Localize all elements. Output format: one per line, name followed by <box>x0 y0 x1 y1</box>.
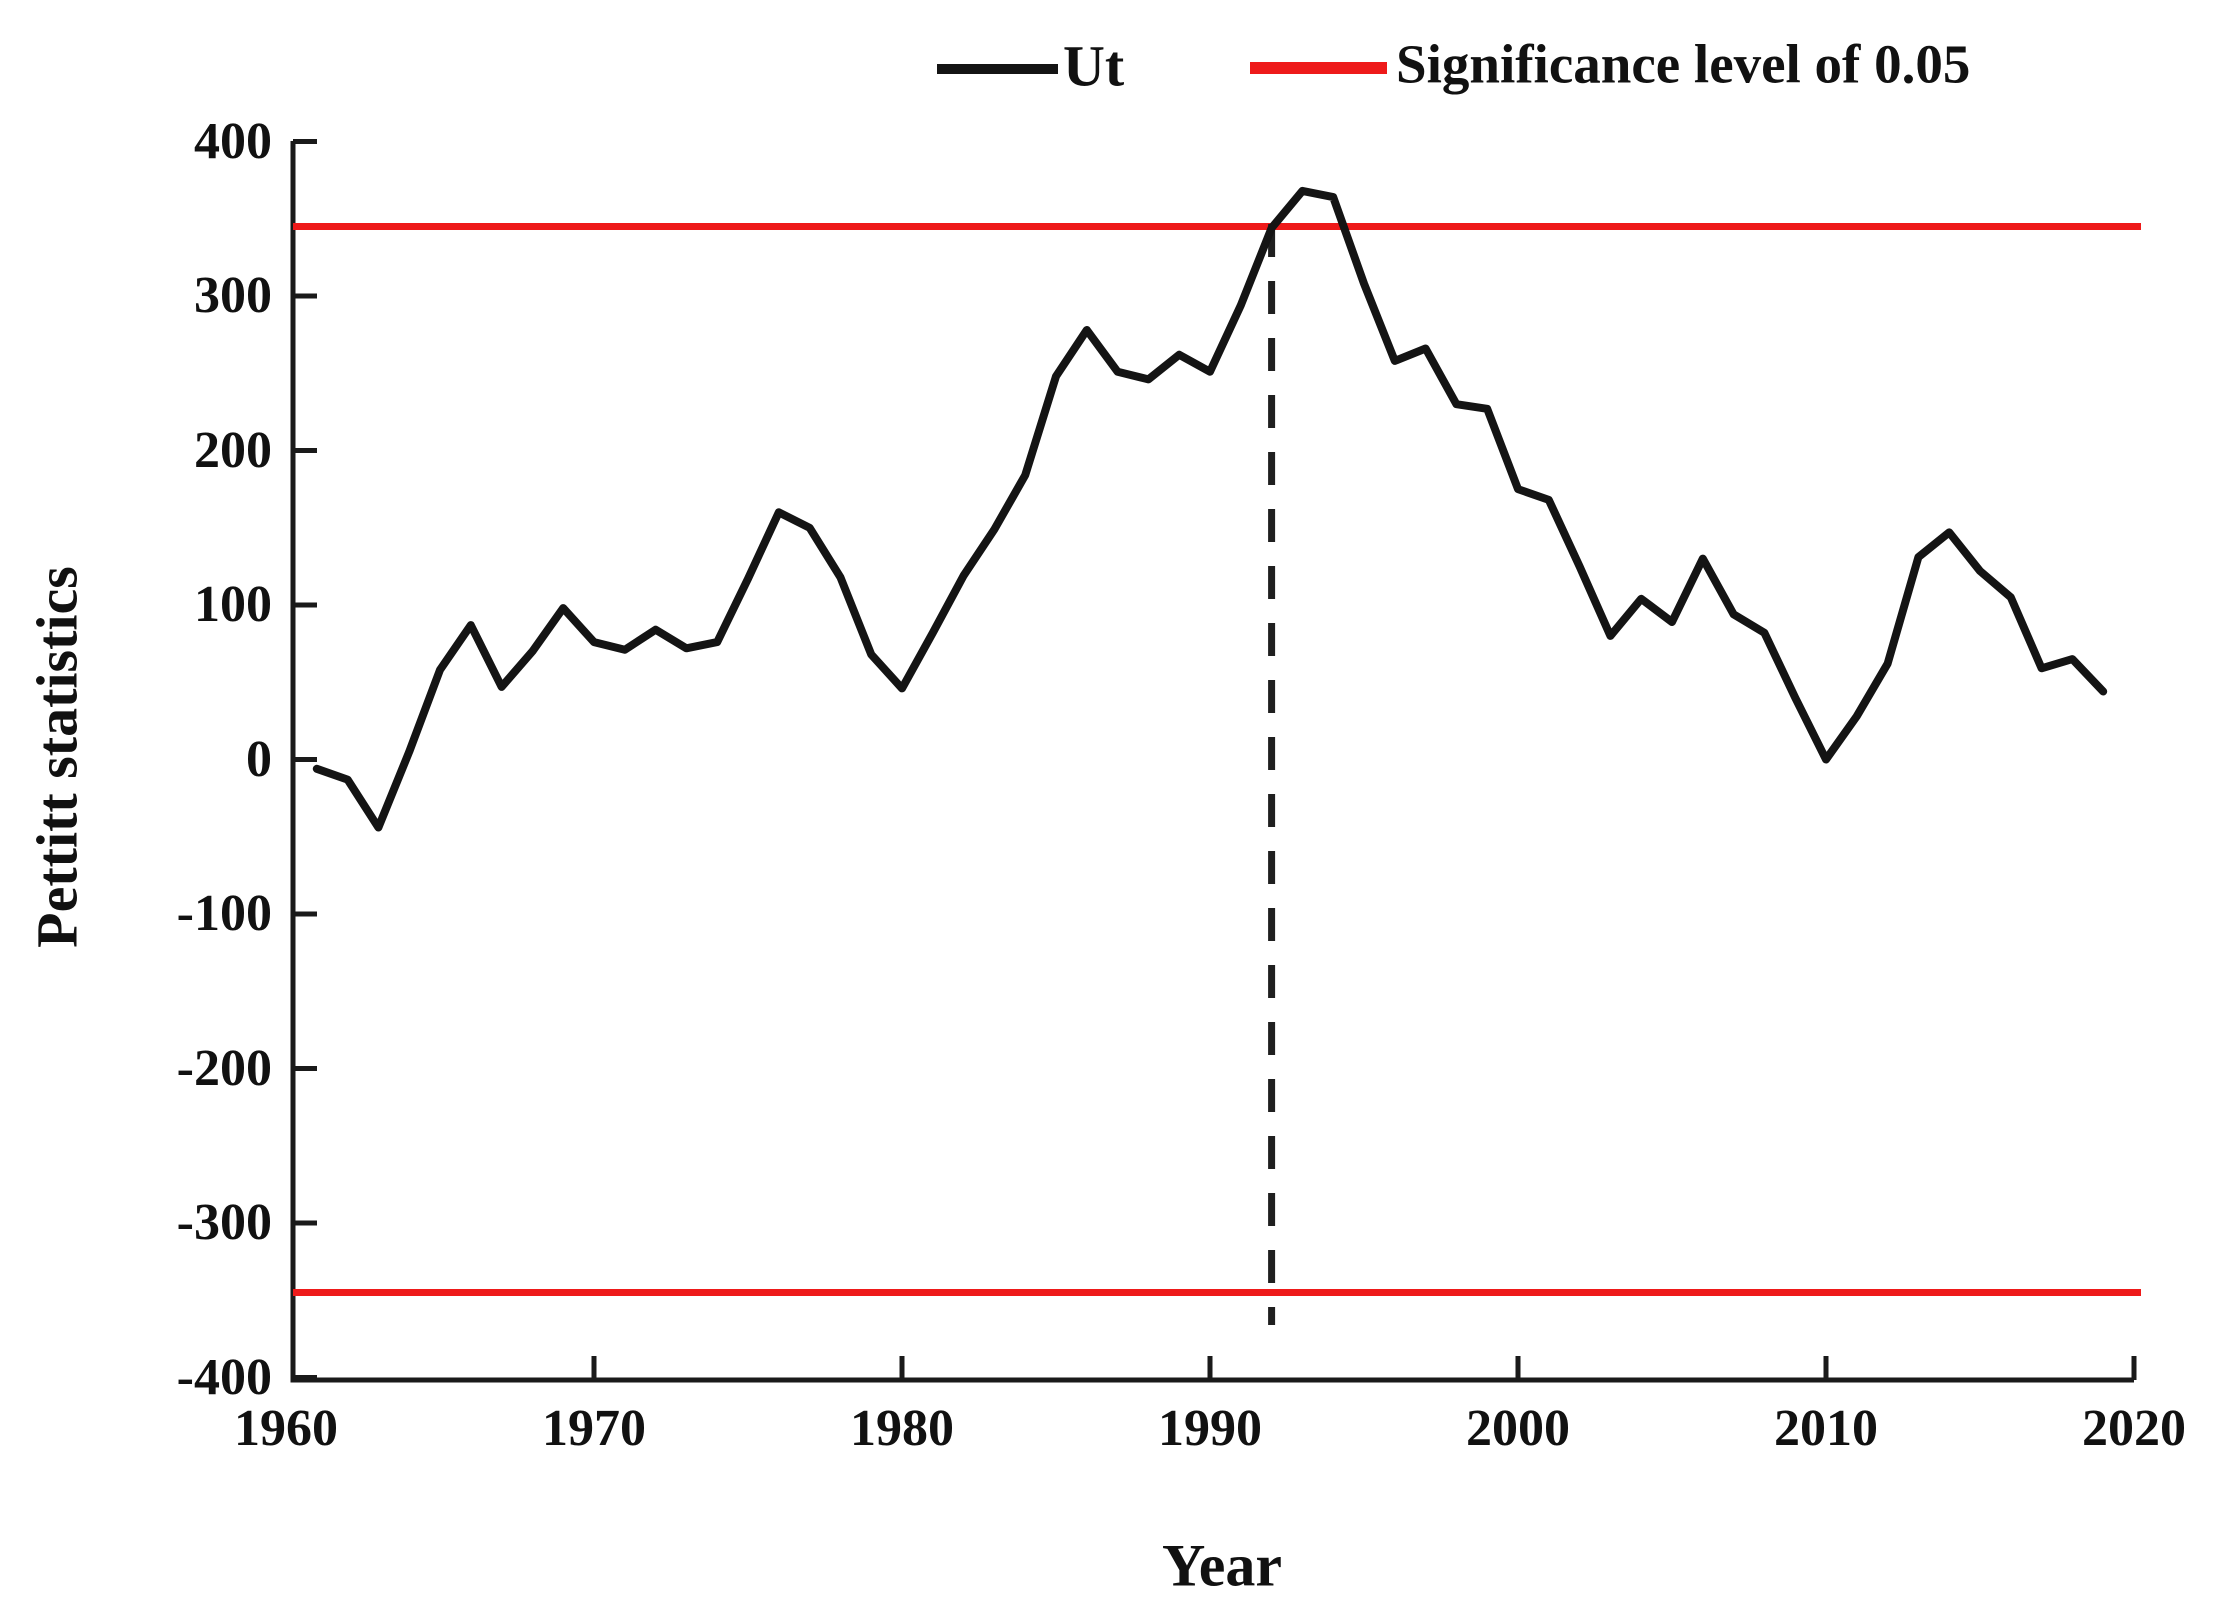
y-tick-label: -400 <box>176 1348 272 1406</box>
y-tick-label: 400 <box>194 112 272 170</box>
x-tick-label: 2020 <box>2082 1400 2186 1457</box>
x-tick-label: 1970 <box>542 1400 646 1457</box>
y-tick-label: -200 <box>176 1039 272 1097</box>
y-tick-label: 100 <box>194 576 272 633</box>
x-tick-label: 2010 <box>1774 1400 1878 1457</box>
ut-series-line <box>312 186 2108 832</box>
y-axis-title: Pettitt statistics <box>24 566 90 948</box>
y-tick-label: 200 <box>194 421 272 479</box>
y-tick-label: -300 <box>176 1194 272 1251</box>
axes-group <box>290 139 2137 1383</box>
y-tick-label: -100 <box>176 885 272 942</box>
legend-swatches-group <box>937 62 1387 74</box>
x-tick-label: 2000 <box>1466 1400 1570 1457</box>
x-axis-title: Year <box>1162 1532 1282 1599</box>
ut-series-line-group <box>312 186 2108 832</box>
y-tick-label: 0 <box>246 730 272 788</box>
y-tick-label: 300 <box>194 267 272 324</box>
x-tick-label: 1980 <box>850 1400 954 1457</box>
significance-lines-group <box>293 222 2141 1297</box>
x-tick-label: 1960 <box>234 1400 338 1457</box>
legend-label-significance: Significance level of 0.05 <box>1396 33 1971 95</box>
x-tick-label: 1990 <box>1158 1400 1262 1457</box>
legend-label-ut: Ut <box>1063 33 1125 99</box>
